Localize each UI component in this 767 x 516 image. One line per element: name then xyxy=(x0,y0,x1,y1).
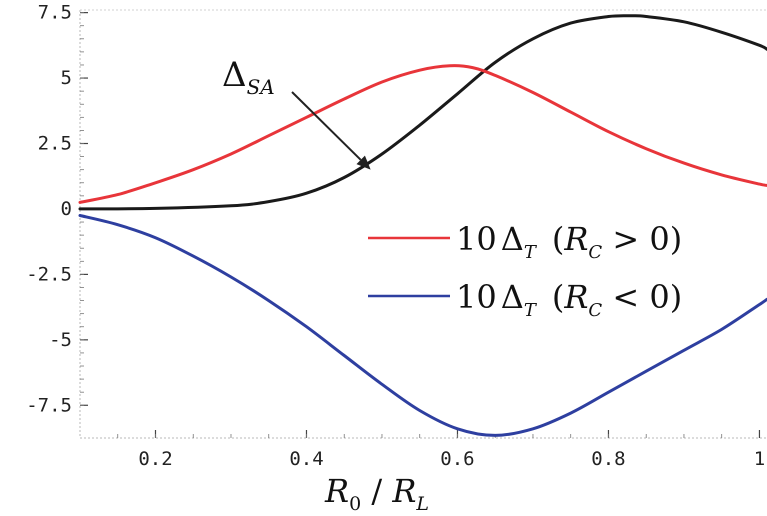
legend-cond-rel: > 0) xyxy=(602,220,682,258)
svg-text:ΔSA: ΔSA xyxy=(222,55,275,99)
x-tick-label: 0.2 xyxy=(138,448,172,470)
x-tick-label: 1 xyxy=(754,448,765,470)
y-tick-label: -2.5 xyxy=(26,263,72,285)
annotation-subscript: SA xyxy=(247,75,275,99)
x-tick-label: 0.6 xyxy=(440,448,474,470)
x-axis: 0.2 0.4 0.6 0.8 1 xyxy=(117,430,765,470)
legend-delta-sub: T xyxy=(524,242,538,263)
y-tick-label: 2.5 xyxy=(38,133,72,155)
y-axis: 7.5 5 2.5 0 -2.5 -5 -7.5 xyxy=(26,2,88,416)
x-tick-label: 0.4 xyxy=(289,448,323,470)
series-line-delta_sa xyxy=(78,14,767,211)
annotation-symbol: Δ xyxy=(222,55,247,95)
series-line-t_pos xyxy=(78,64,767,204)
y-tick-label: 5 xyxy=(61,67,72,89)
annotation-arrowhead xyxy=(356,155,371,170)
legend-item-t-neg: 10 ΔT (RC < 0) xyxy=(368,278,682,321)
legend-cond-var: R xyxy=(563,220,588,258)
annotation-arrow xyxy=(291,91,362,161)
y-tick-label: 0 xyxy=(61,198,72,220)
legend-delta-sub: T xyxy=(524,300,538,321)
plot-frame xyxy=(79,9,767,439)
legend-cond-sub: C xyxy=(588,242,602,263)
legend-item-t-pos: 10 ΔT (RC > 0) xyxy=(368,220,682,263)
legend-cond-rel: < 0) xyxy=(602,278,682,316)
legend: 10 ΔT (RC > 0) 10 ΔT (RC < 0) xyxy=(368,220,682,321)
x-axis-label: R0 / RL xyxy=(324,472,429,515)
x-tick-label: 0.8 xyxy=(591,448,625,470)
annotation-delta-sa: ΔSA xyxy=(222,55,371,170)
legend-cond-var: R xyxy=(563,278,588,316)
legend-factor: 10 xyxy=(456,278,497,316)
series-line-t_neg xyxy=(78,214,767,437)
series-lines xyxy=(78,14,767,437)
legend-factor: 10 xyxy=(456,220,497,258)
y-tick-label: 7.5 xyxy=(38,2,72,24)
y-tick-label: -5 xyxy=(49,329,72,351)
legend-cond-sub: C xyxy=(588,300,602,321)
y-tick-label: -7.5 xyxy=(26,394,72,416)
